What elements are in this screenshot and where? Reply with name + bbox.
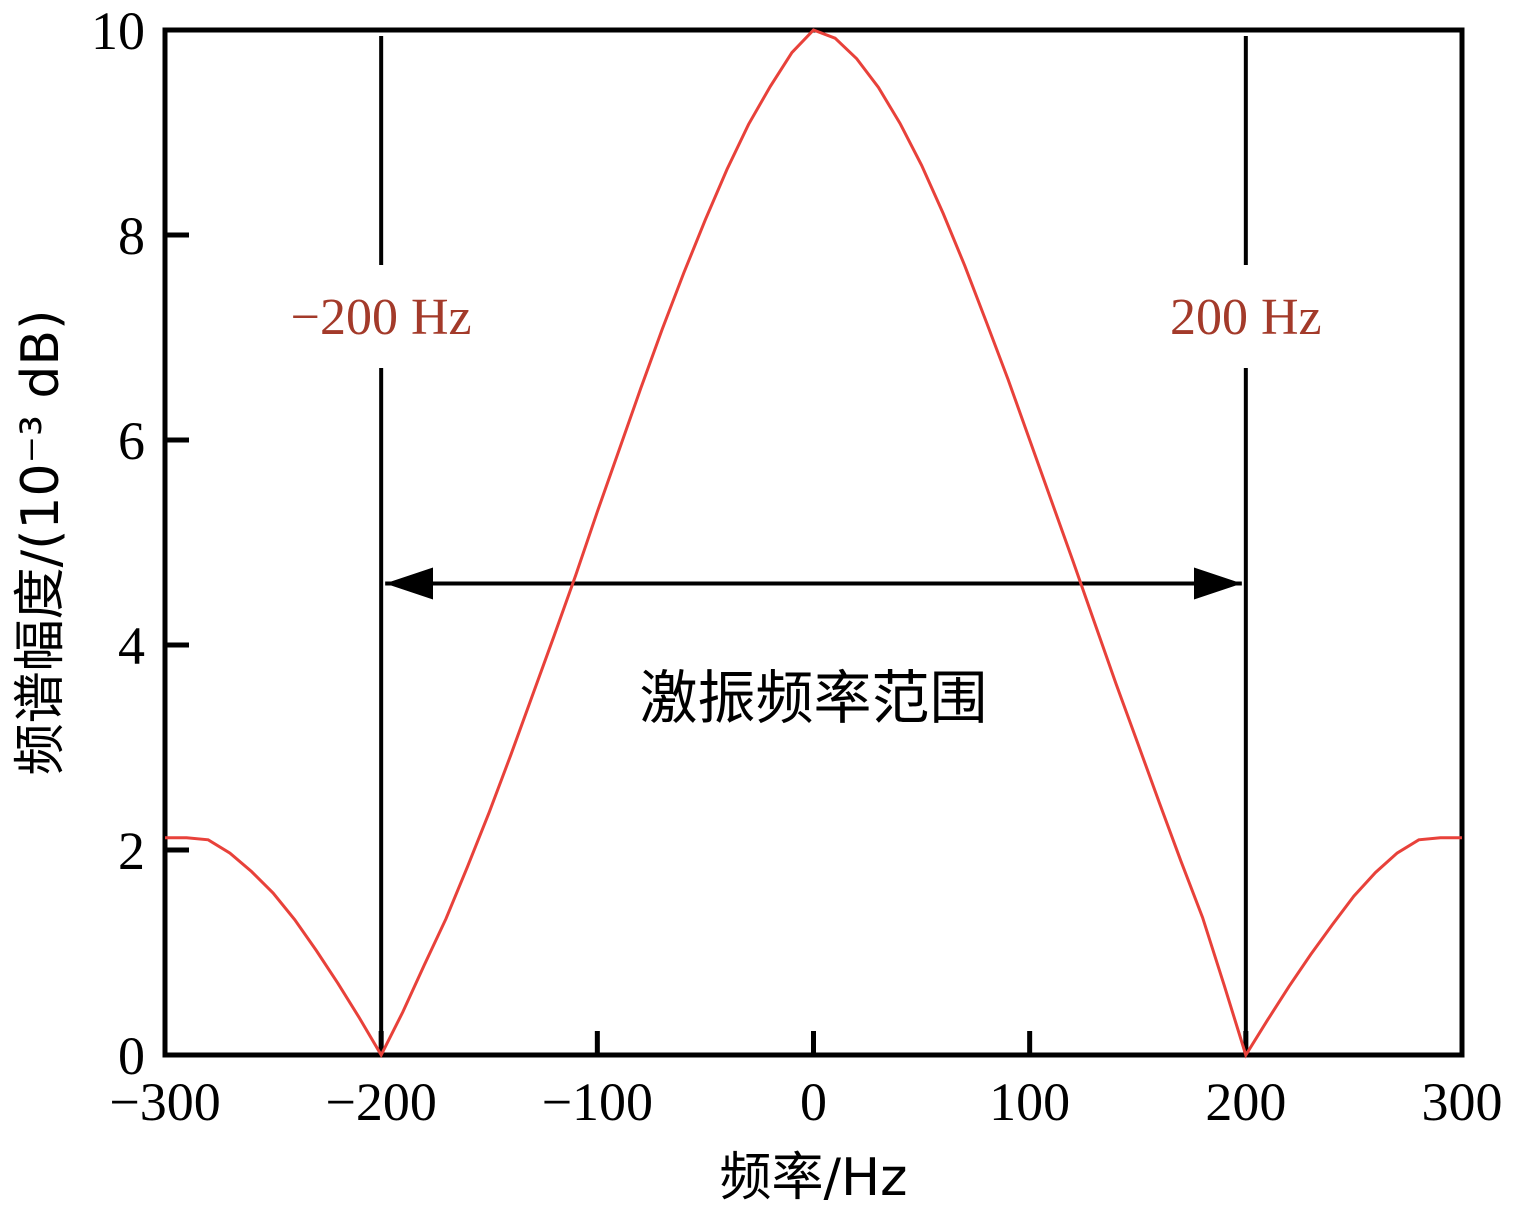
y-tick-label: 4 [118,616,145,676]
x-tick-label: 200 [1205,1072,1286,1132]
y-axis-title: 频谱幅度/(10⁻³ dB) [11,310,71,776]
y-tick-label: 2 [118,821,145,881]
range-label: 激振频率范围 [639,664,987,732]
right-boundary-label: 200 Hz [1170,289,1322,346]
y-tick-label: 0 [118,1026,145,1086]
x-tick-label: −300 [109,1072,220,1132]
spectrum-line [165,28,1462,1059]
x-tick-label: −100 [542,1072,653,1132]
left-boundary-label: −200 Hz [291,289,472,346]
y-tick-label: 6 [118,411,145,471]
x-tick-label: 0 [800,1072,827,1132]
x-axis-title: 频率/Hz [720,1148,908,1208]
plot-frame [162,27,1465,1058]
x-tick-label: −200 [325,1072,436,1132]
y-tick-label: 8 [118,206,145,266]
x-tick-label: 100 [989,1072,1070,1132]
y-tick-label: 10 [91,1,145,61]
x-tick-label: 300 [1422,1072,1503,1132]
